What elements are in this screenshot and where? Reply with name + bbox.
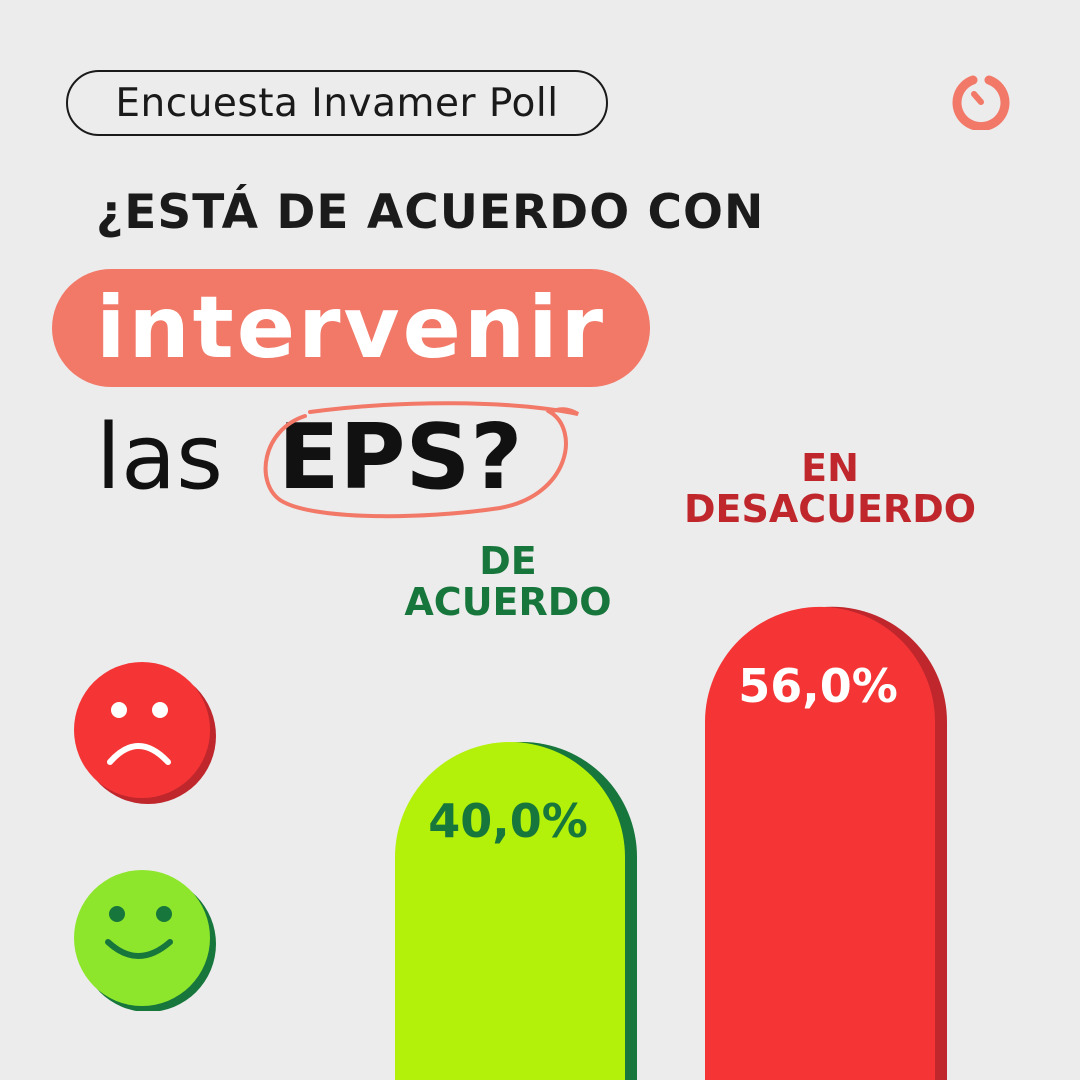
question-line-2: intervenir <box>95 278 607 378</box>
bar-value-label-0: 40,0% <box>428 794 588 848</box>
question-line-3-end: EPS? <box>278 405 523 510</box>
bar-0 <box>395 742 625 1080</box>
source-pill: Encuesta Invamer Poll <box>66 70 608 136</box>
happy-face-icon <box>74 870 216 1011</box>
poll-gauge-icon <box>952 75 1010 130</box>
source-label: Encuesta Invamer Poll <box>115 80 559 126</box>
question-line-1: ¿ESTÁ DE ACUERDO CON <box>96 185 765 240</box>
question-highlight-pill: intervenir <box>52 269 650 387</box>
question-line-3-start: las <box>96 405 224 510</box>
sad-face-icon <box>74 662 216 804</box>
bar-1 <box>705 606 935 1080</box>
agree-label-line-1: DE <box>479 539 537 583</box>
agree-label-line-2: ACUERDO <box>404 580 612 624</box>
disagree-label-line-2: DESACUERDO <box>683 487 977 531</box>
disagree-label-line-1: EN <box>801 446 859 490</box>
disagree-label: EN DESACUERDO <box>660 448 1000 530</box>
bars-layer: 40,0% 56,0% <box>395 606 947 1080</box>
agree-label: DE ACUERDO <box>378 541 638 623</box>
bar-value-label-1: 56,0% <box>738 659 898 713</box>
circle-scribble <box>263 401 580 519</box>
